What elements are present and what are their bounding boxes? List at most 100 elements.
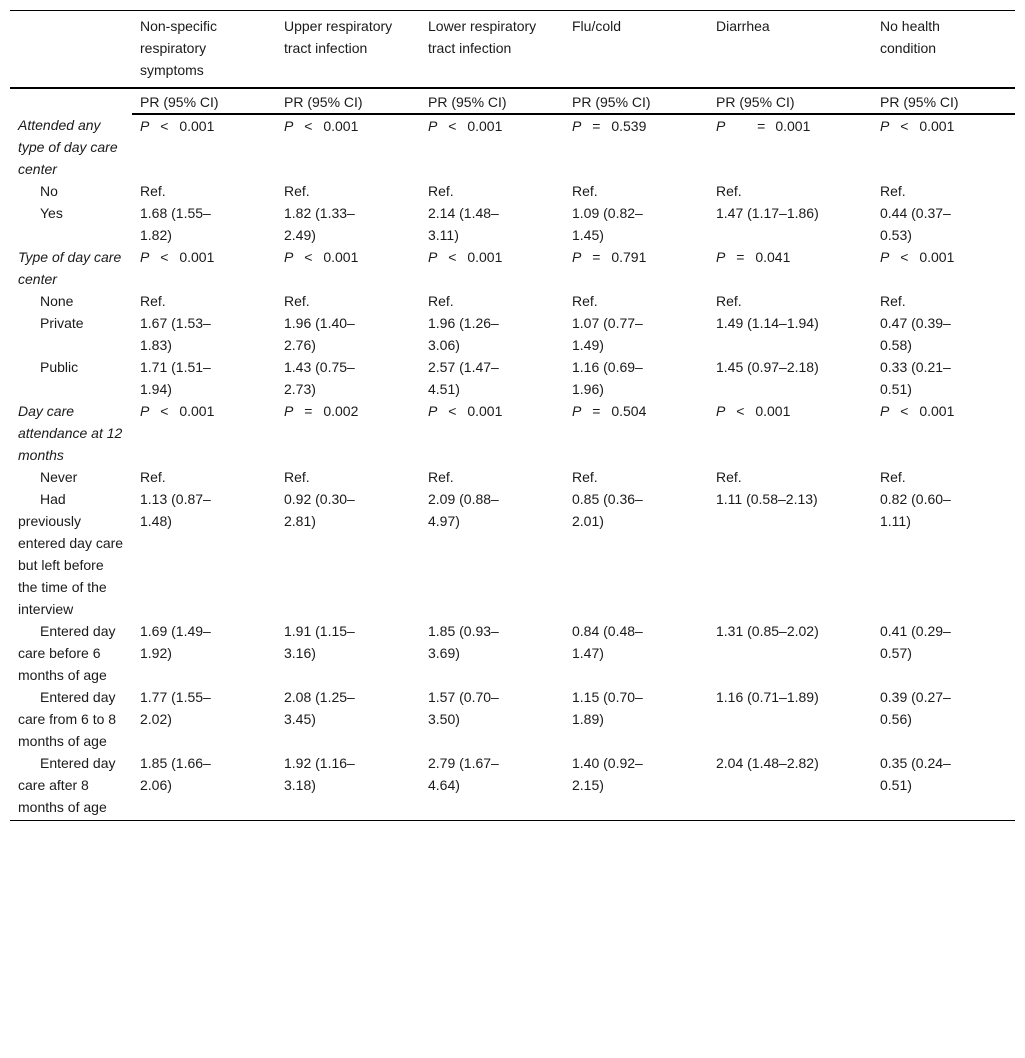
pr-ci-cell: 0.44 (0.37–0.53) bbox=[872, 202, 1015, 246]
pr-ci-value: 1.16 (0.69–1.96) bbox=[572, 359, 643, 397]
pr-ci-value: 1.69 (1.49–1.92) bbox=[140, 623, 211, 661]
pr-ci-cell: 1.45 (0.97–2.18) bbox=[708, 356, 872, 400]
pr-ci-cell: Ref. bbox=[132, 290, 276, 312]
subheader-row: PR (95% CI) PR (95% CI) PR (95% CI) PR (95%… bbox=[10, 88, 1015, 115]
pr-ci-value: Ref. bbox=[716, 183, 742, 199]
p-value-cell: P <0.001 bbox=[132, 114, 276, 180]
p-value-cell: P = 0.002 bbox=[276, 400, 420, 466]
column-header-label: Diarrhea bbox=[716, 18, 770, 34]
row-label-header bbox=[10, 10, 132, 89]
p-symbol: P bbox=[140, 118, 150, 134]
pr-ci-cell: Ref. bbox=[420, 180, 564, 202]
pr-ci-cell: 0.33 (0.21–0.51) bbox=[872, 356, 1015, 400]
pr-ci-value: 1.49 (1.14–1.94) bbox=[716, 315, 819, 331]
pr-ci-cell: 1.71 (1.51–1.94) bbox=[132, 356, 276, 400]
p-value-cell: P <0.001 bbox=[872, 400, 1015, 466]
pr-ci-cell: 1.77 (1.55–2.02) bbox=[132, 686, 276, 752]
table-row: Never Ref. Ref. Ref. Ref. Ref. Ref. bbox=[10, 466, 1015, 488]
group-label: Day care attendance at 12 months bbox=[18, 403, 123, 463]
table-row: Entered day care from 6 to 8 months of a… bbox=[10, 686, 1015, 752]
p-value-cell: P = 0.539 bbox=[564, 114, 708, 180]
subheader-cell: PR (95% CI) bbox=[872, 88, 1015, 115]
table-row: Had previously entered day care but left… bbox=[10, 488, 1015, 620]
results-table-container: Non-specific respiratory symptoms Upper r… bbox=[10, 10, 1015, 821]
pr-ci-value: 1.92 (1.16–3.18) bbox=[284, 755, 355, 793]
subheader-cell: PR (95% CI) bbox=[564, 88, 708, 115]
pr-ci-value: 2.08 (1.25–3.45) bbox=[284, 689, 355, 727]
p-value: 0.001 bbox=[919, 249, 955, 265]
column-header: No health condition bbox=[872, 10, 1015, 89]
p-value-cell: P <0.001 bbox=[132, 400, 276, 466]
pr-ci-cell: 1.15 (0.70–1.89) bbox=[564, 686, 708, 752]
p-symbol: P bbox=[428, 403, 438, 419]
pr-ci-value: 1.77 (1.55–2.02) bbox=[140, 689, 211, 727]
pr-ci-value: 0.33 (0.21–0.51) bbox=[880, 359, 951, 397]
row-label: Entered day care from 6 to 8 months of a… bbox=[18, 689, 117, 749]
pr-ci-cell: Ref. bbox=[420, 466, 564, 488]
p-value: 0.041 bbox=[755, 249, 791, 265]
pr-ci-value: 1.91 (1.15–3.16) bbox=[284, 623, 355, 661]
pr-ci-cell: 1.67 (1.53–1.83) bbox=[132, 312, 276, 356]
pr-ci-cell: 1.47 (1.17–1.86) bbox=[708, 202, 872, 246]
column-header-label: Flu/cold bbox=[572, 18, 622, 34]
p-operator: < bbox=[448, 403, 457, 419]
pr-ci-cell: Ref. bbox=[564, 290, 708, 312]
row-label: Private bbox=[40, 315, 84, 331]
p-value-cell: P = 0.041 bbox=[708, 246, 872, 290]
table-row: No Ref. Ref. Ref. Ref. Ref. Ref. bbox=[10, 180, 1015, 202]
p-symbol: P bbox=[140, 249, 150, 265]
pr-ci-value: Ref. bbox=[284, 293, 310, 309]
pr-ci-value: 2.57 (1.47–4.51) bbox=[428, 359, 499, 397]
p-symbol: P bbox=[880, 403, 890, 419]
pr-ci-value: 1.85 (1.66–2.06) bbox=[140, 755, 211, 793]
subheader-cell: PR (95% CI) bbox=[276, 88, 420, 115]
p-symbol: P bbox=[716, 403, 726, 419]
p-operator: < bbox=[736, 403, 745, 419]
pr-ci-value: 0.41 (0.29–0.57) bbox=[880, 623, 951, 661]
pr-ci-cell: 1.31 (0.85–2.02) bbox=[708, 620, 872, 686]
pr-ci-cell: Ref. bbox=[420, 290, 564, 312]
pr-ci-value: 1.82 (1.33–2.49) bbox=[284, 205, 355, 243]
pr-ci-cell: Ref. bbox=[564, 466, 708, 488]
pr-ci-cell: 1.16 (0.71–1.89) bbox=[708, 686, 872, 752]
row-label: Had previously entered day care but left… bbox=[18, 491, 124, 617]
p-operator: < bbox=[448, 249, 457, 265]
column-header: Flu/cold bbox=[564, 10, 708, 89]
row-label: Entered day care after 8 months of age bbox=[10, 752, 132, 821]
pr-ci-value: Ref. bbox=[572, 469, 598, 485]
pr-ci-cell: 1.11 (0.58–2.13) bbox=[708, 488, 872, 620]
p-value: 0.001 bbox=[467, 403, 503, 419]
pr-ci-cell: 1.82 (1.33–2.49) bbox=[276, 202, 420, 246]
p-symbol: P bbox=[284, 249, 294, 265]
pr-ci-value: Ref. bbox=[572, 293, 598, 309]
pr-ci-cell: 2.08 (1.25–3.45) bbox=[276, 686, 420, 752]
column-header-label: Upper respiratory tract infection bbox=[284, 18, 393, 56]
pr-ci-value: Ref. bbox=[140, 183, 166, 199]
p-operator: < bbox=[900, 118, 909, 134]
pr-ci-cell: 0.39 (0.27–0.56) bbox=[872, 686, 1015, 752]
pr-ci-cell: 2.79 (1.67–4.64) bbox=[420, 752, 564, 821]
column-header-label: Lower respiratory tract infection bbox=[428, 18, 537, 56]
pr-ci-value: 1.11 (0.58–2.13) bbox=[716, 491, 818, 507]
pr-ci-cell: Ref. bbox=[872, 466, 1015, 488]
pr-ci-value: Ref. bbox=[428, 183, 454, 199]
pr-ci-value: 0.92 (0.30–2.81) bbox=[284, 491, 355, 529]
pr-ci-cell: Ref. bbox=[564, 180, 708, 202]
pr-ci-value: 0.35 (0.24–0.51) bbox=[880, 755, 951, 793]
pr-ci-cell: 1.92 (1.16–3.18) bbox=[276, 752, 420, 821]
pr-ci-cell: Ref. bbox=[708, 466, 872, 488]
pr-ci-value: 2.04 (1.48–2.82) bbox=[716, 755, 819, 771]
pr-ci-cell: 0.35 (0.24–0.51) bbox=[872, 752, 1015, 821]
pr-ci-value: 1.96 (1.26–3.06) bbox=[428, 315, 499, 353]
pr-ci-value: Ref. bbox=[880, 469, 906, 485]
table-row: Public 1.71 (1.51–1.94) 1.43 (0.75–2.73) 2.… bbox=[10, 356, 1015, 400]
p-value-cell: P <0.001 bbox=[420, 400, 564, 466]
pr-ci-cell: 1.69 (1.49–1.92) bbox=[132, 620, 276, 686]
p-value-cell: P <0.001 bbox=[276, 246, 420, 290]
pr-ci-value: Ref. bbox=[716, 469, 742, 485]
subheader-cell: PR (95% CI) bbox=[708, 88, 872, 115]
pr-ci-value: 1.47 (1.17–1.86) bbox=[716, 205, 819, 221]
pr-ci-cell: Ref. bbox=[872, 180, 1015, 202]
pr-ci-value: 1.68 (1.55–1.82) bbox=[140, 205, 211, 243]
pr-ci-value: Ref. bbox=[140, 469, 166, 485]
